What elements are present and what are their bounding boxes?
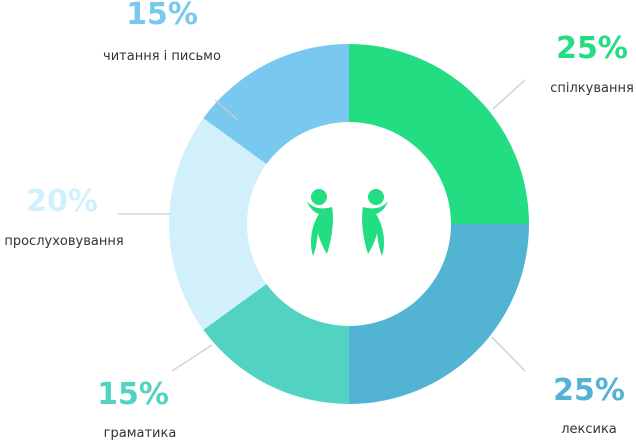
slice [349,44,529,224]
data-label-value: 15% [97,377,169,412]
slice [203,43,349,165]
data-label-value: 25% [553,373,625,408]
slice [168,118,267,330]
slices [168,43,529,404]
data-label-category: граматика [104,426,177,441]
leader-line [171,344,213,372]
data-label-category: лексика [561,422,617,437]
leader-line [491,336,526,372]
slice [203,283,349,404]
leader-line [492,79,526,110]
leader-line [214,99,239,121]
data-labels: 25% спілкування 25% лексика 15% граматика 20% п… [4,0,633,441]
data-label-category: спілкування [550,81,634,96]
data-label-category: прослуховування [4,234,123,249]
data-label-value: 20% [26,184,98,219]
slice [349,224,529,404]
two-people-icon [307,189,388,256]
data-label-value: 25% [556,31,628,66]
data-label-value: 15% [126,0,198,32]
leader-lines [118,79,526,372]
data-label-category: читання і письмо [103,49,221,64]
